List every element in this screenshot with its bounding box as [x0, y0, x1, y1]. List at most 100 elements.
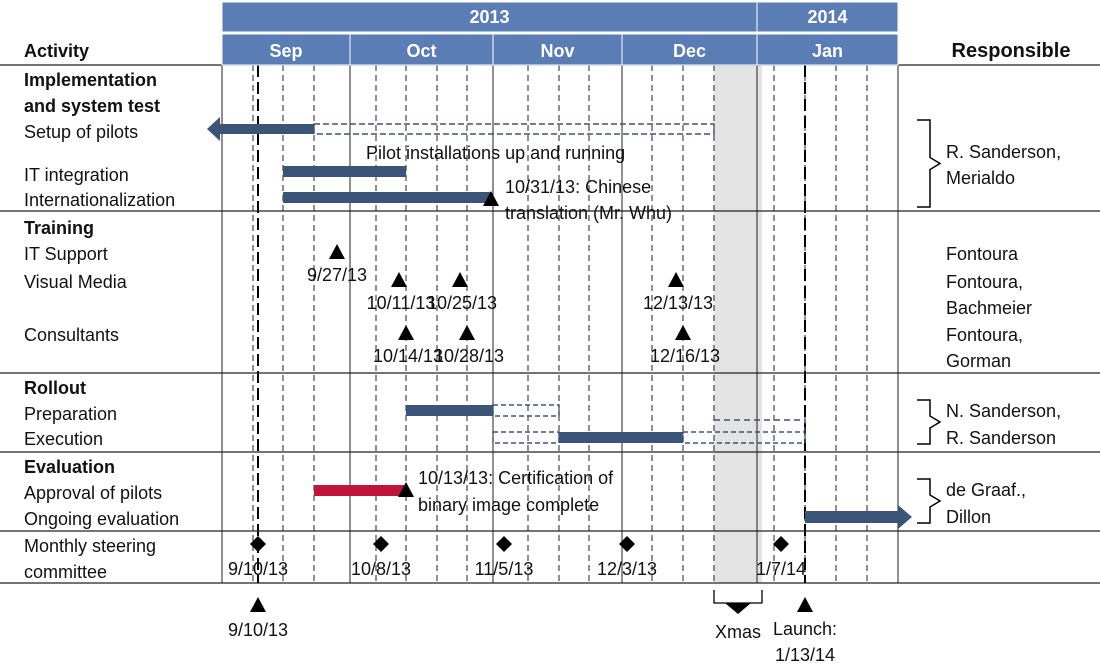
- activity-label: Internationalization: [24, 190, 175, 210]
- approval-of-pilots-bar: [314, 485, 404, 496]
- start-date-label: 9/10/13: [228, 620, 288, 640]
- responsible-label: N. Sanderson,: [946, 401, 1061, 421]
- steering-diamond: [250, 536, 266, 552]
- section-title: Evaluation: [24, 457, 115, 477]
- month-header-cell: [492, 33, 623, 66]
- chinese-translation-note: translation (Mr. Whu): [505, 203, 672, 223]
- month-label: Dec: [673, 41, 706, 61]
- milestone-triangle: [398, 482, 414, 497]
- chinese-translation-note: 10/31/13: Chinese: [505, 177, 651, 197]
- steering-diamond: [373, 536, 389, 552]
- bracket: [917, 478, 942, 524]
- month-label: Sep: [269, 41, 302, 61]
- activity-label: Visual Media: [24, 272, 128, 292]
- section-title: Implementation: [24, 70, 157, 90]
- launch-label: Launch:: [773, 619, 837, 639]
- milestone-date: 10/8/13: [351, 559, 411, 579]
- responsible-header: Responsible: [952, 40, 1071, 62]
- milestone-triangle: [391, 272, 407, 287]
- activity-label: Consultants: [24, 325, 119, 345]
- responsible-label: Bachmeier: [946, 298, 1032, 318]
- milestone-date: 10/25/13: [427, 293, 497, 313]
- activity-label: Setup of pilots: [24, 122, 138, 142]
- milestone-triangle: [675, 325, 691, 340]
- execution-slack: [682, 431, 806, 444]
- milestone-triangle: [668, 272, 684, 287]
- responsible-label: Fontoura: [946, 244, 1019, 264]
- milestone-date: 10/14/13: [373, 346, 443, 366]
- preparation-slack: [492, 404, 560, 417]
- month-label: Jan: [812, 41, 843, 61]
- xmas-bracket: [713, 590, 763, 604]
- bracket: [917, 119, 942, 208]
- milestone-date: 9/27/13: [307, 265, 367, 285]
- milestone-date: 12/3/13: [597, 559, 657, 579]
- milestone-triangle: [329, 244, 345, 259]
- xmas-label: Xmas: [715, 622, 761, 642]
- responsible-label: de Graaf.,: [946, 480, 1026, 500]
- certification-note: binary image complete: [418, 495, 599, 515]
- activity-label: Preparation: [24, 404, 117, 424]
- responsible-column: R. Sanderson, Merialdo Fontoura Fontoura, Ba…: [917, 119, 1061, 527]
- milestone-date: 11/5/13: [475, 559, 534, 579]
- milestone-triangle: [452, 272, 468, 287]
- responsible-label: R. Sanderson: [946, 428, 1056, 448]
- pilot-installations-note: Pilot installations up and running: [366, 143, 625, 163]
- launch-marker: [797, 597, 813, 612]
- launch-label: 1/13/14: [775, 645, 835, 665]
- responsible-label: R. Sanderson,: [946, 142, 1061, 162]
- activity-label: IT integration: [24, 165, 129, 185]
- steering-diamond: [619, 536, 635, 552]
- year-header-cell: [756, 1, 899, 33]
- steering-diamond: [496, 536, 512, 552]
- execution-slack: [492, 431, 560, 444]
- bracket: [917, 399, 942, 445]
- timeline-header: 2013 2014 Sep Oct Nov Dec Jan Activity Responsib…: [24, 1, 1071, 66]
- milestone-triangle: [483, 191, 499, 206]
- activity-label: committee: [24, 562, 107, 582]
- preparation-bar: [406, 405, 493, 416]
- milestone-date: 12/16/13: [650, 346, 720, 366]
- activity-header: Activity: [24, 41, 89, 61]
- grid-layer: [0, 64, 1100, 584]
- milestone-triangle: [398, 325, 414, 340]
- milestone-date: 9/10/13: [228, 559, 288, 579]
- section-title: Rollout: [24, 378, 86, 398]
- activity-label: Approval of pilots: [24, 483, 162, 503]
- annotations-layer: Pilot installations up and running 10/31/…: [366, 143, 672, 515]
- start-marker: [250, 597, 266, 612]
- internationalization-bar: [283, 192, 491, 203]
- month-label: Nov: [540, 41, 574, 61]
- month-header-cell: [349, 33, 494, 66]
- responsible-label: Fontoura,: [946, 325, 1023, 345]
- activity-label: Execution: [24, 429, 103, 449]
- ongoing-evaluation-bar: [805, 505, 912, 529]
- certification-note: 10/13/13: Certification of: [418, 468, 614, 488]
- setup-pilots-slack: [313, 123, 715, 135]
- setup-pilots-bar: [207, 117, 314, 141]
- month-header-cell: [756, 33, 899, 66]
- activity-label: IT Support: [24, 244, 108, 264]
- responsible-label: Merialdo: [946, 168, 1015, 188]
- task-bars: [207, 117, 912, 529]
- month-label: Oct: [406, 41, 436, 61]
- milestone-date: 10/28/13: [434, 346, 504, 366]
- milestone-date: 12/13/13: [643, 293, 713, 313]
- execution-bar: [559, 432, 683, 443]
- milestone-date: 1/7/14: [756, 559, 806, 579]
- steering-diamond: [773, 536, 789, 552]
- responsible-label: Fontoura,: [946, 272, 1023, 292]
- responsible-label: Gorman: [946, 351, 1011, 371]
- responsible-label: Dillon: [946, 507, 991, 527]
- xmas-band: [714, 65, 762, 583]
- activity-column: Implementation and system test Setup of pi…: [24, 70, 179, 582]
- milestone-date: 10/11/13: [367, 293, 436, 313]
- xmas-marker: [725, 603, 751, 614]
- month-header-cell: [621, 33, 758, 66]
- activity-label: Monthly steering: [24, 536, 156, 556]
- it-integration-bar: [283, 166, 406, 177]
- year-label: 2013: [469, 7, 509, 27]
- milestone-triangle: [459, 325, 475, 340]
